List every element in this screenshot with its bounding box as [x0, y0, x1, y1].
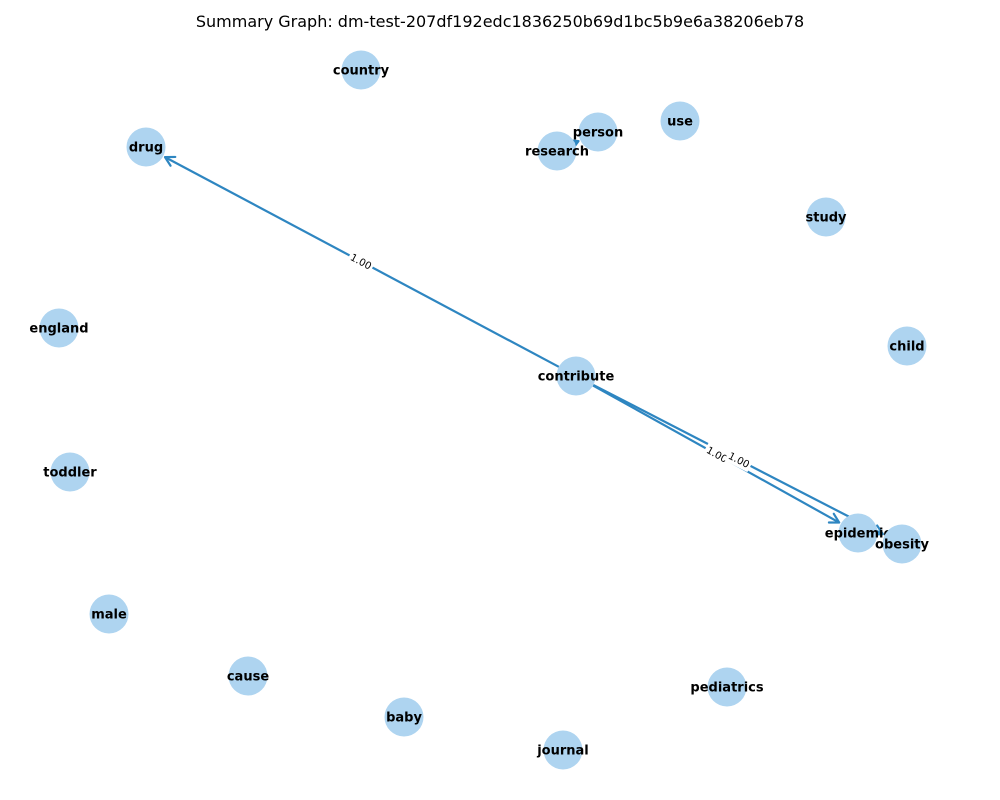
node-pediatrics: pediatrics [690, 667, 764, 707]
edge-labels-layer: 1.001.001.00 [346, 249, 754, 473]
node-baby: baby [384, 697, 424, 737]
node-research: research [525, 131, 589, 171]
node-circle [887, 326, 927, 366]
node-child: child [887, 326, 927, 366]
node-circle [556, 356, 596, 396]
node-label: journal [536, 744, 589, 759]
edges-layer [163, 139, 884, 536]
node-label: toddler [43, 466, 97, 481]
node-label: pediatrics [690, 681, 763, 696]
node-toddler: toddler [43, 452, 97, 492]
node-epidemic: epidemic [825, 513, 891, 553]
node-circle [660, 101, 700, 141]
node-label: study [806, 211, 848, 226]
edge-weight-text: 1.00 [726, 451, 751, 471]
node-label: person [573, 126, 623, 141]
node-circle [882, 524, 922, 564]
edge-weight-text: 1.00 [704, 445, 729, 465]
node-circle [537, 131, 577, 171]
edge-weight-text: 1.00 [348, 252, 373, 272]
node-obesity: obesity [875, 524, 929, 564]
node-drug: drug [126, 127, 166, 167]
node-england: england [29, 308, 89, 348]
node-label: obesity [875, 538, 929, 553]
node-person: person [573, 112, 623, 152]
node-label: child [889, 340, 924, 355]
node-circle [707, 667, 747, 707]
arrowhead-icon [827, 512, 841, 524]
node-label: male [91, 608, 127, 623]
node-circle [126, 127, 166, 167]
arrowhead-icon [163, 155, 177, 167]
node-cause: cause [227, 656, 269, 696]
node-circle [228, 656, 268, 696]
node-study: study [806, 197, 848, 237]
node-circle [543, 730, 583, 770]
node-country: country [333, 50, 390, 90]
node-label: baby [386, 711, 422, 726]
node-circle [806, 197, 846, 237]
node-journal: journal [536, 730, 589, 770]
edge-weight-label: 1.00 [724, 447, 754, 473]
node-contribute: contribute [538, 356, 615, 396]
node-label: use [667, 115, 693, 130]
nodes-layer: country person use drug research study england… [29, 50, 929, 770]
node-label: epidemic [825, 527, 891, 542]
edge-weight-label: 1.00 [346, 249, 376, 274]
node-label: contribute [538, 370, 615, 385]
node-label: research [525, 145, 589, 160]
graph-title: Summary Graph: dm-test-207df192edc183625… [195, 12, 805, 31]
node-label: england [29, 322, 88, 337]
node-label: cause [227, 670, 269, 685]
node-circle [89, 594, 129, 634]
node-use: use [660, 101, 700, 141]
node-male: male [89, 594, 129, 634]
node-label: country [333, 64, 390, 79]
node-circle [39, 308, 79, 348]
node-label: drug [129, 141, 163, 156]
node-circle [50, 452, 90, 492]
node-circle [838, 513, 878, 553]
node-circle [341, 50, 381, 90]
node-circle [578, 112, 618, 152]
node-circle [384, 697, 424, 737]
